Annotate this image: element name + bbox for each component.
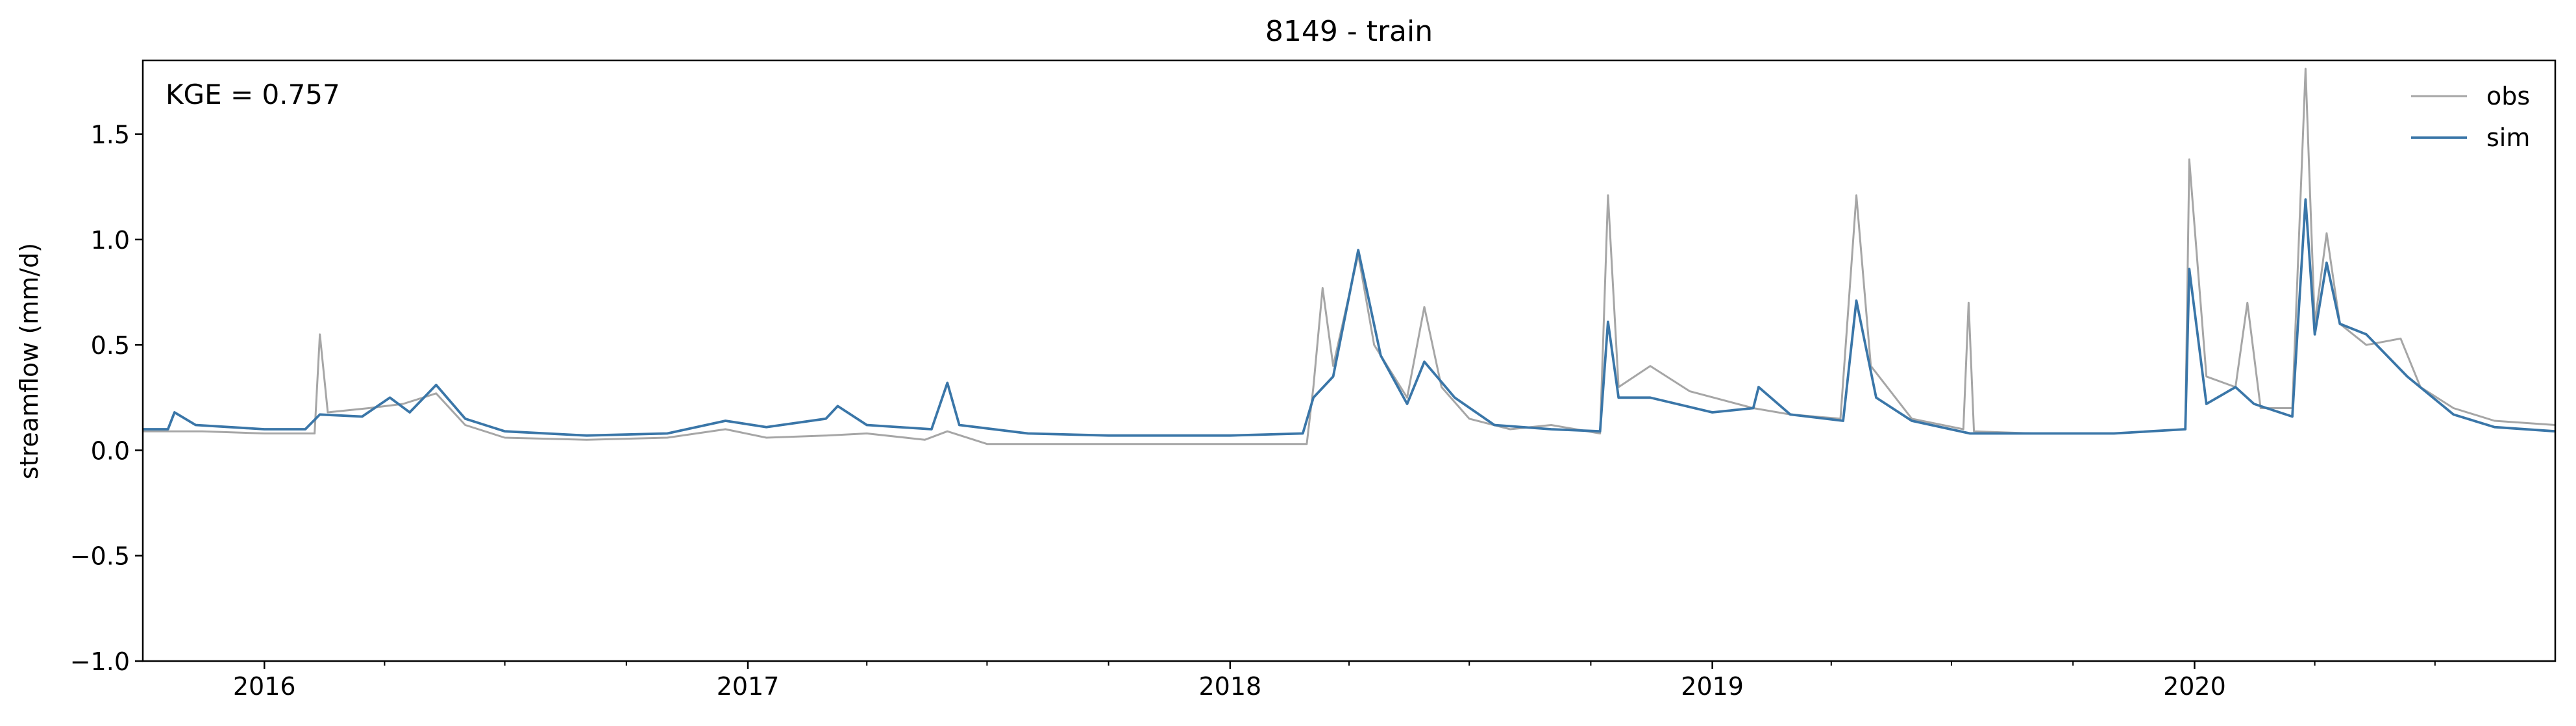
y-tick-label: 1.5	[91, 121, 130, 149]
legend-label-obs: obs	[2486, 82, 2530, 110]
y-tick-label: −0.5	[70, 542, 130, 571]
x-tick-label: 2016	[233, 672, 296, 701]
plot-frame	[142, 59, 2557, 662]
y-tick-label: 0.0	[91, 436, 130, 465]
x-tick-label: 2020	[2163, 672, 2226, 701]
x-tick-label: 2018	[1198, 672, 1261, 701]
x-tick-label: 2017	[717, 672, 780, 701]
x-tick-label: 2019	[1681, 672, 1744, 701]
series-layer	[143, 68, 2556, 445]
chart-title: 8149 - train	[1265, 15, 1433, 48]
legend: obs sim	[2411, 82, 2530, 152]
legend-label-sim: sim	[2486, 123, 2530, 152]
kge-annotation: KGE = 0.757	[166, 79, 340, 110]
y-tick-label: 0.5	[91, 331, 130, 360]
y-tick-label: −1.0	[70, 647, 130, 676]
y-tick-label: 1.0	[91, 226, 130, 255]
y-axis-label: streamflow (mm/d)	[15, 243, 43, 479]
series-line-sim	[143, 198, 2556, 437]
axis-layer: −1.0 −0.5 0.0 0.5 1.0 1.5 2016 2017 2018 2019 2020	[70, 121, 2436, 701]
